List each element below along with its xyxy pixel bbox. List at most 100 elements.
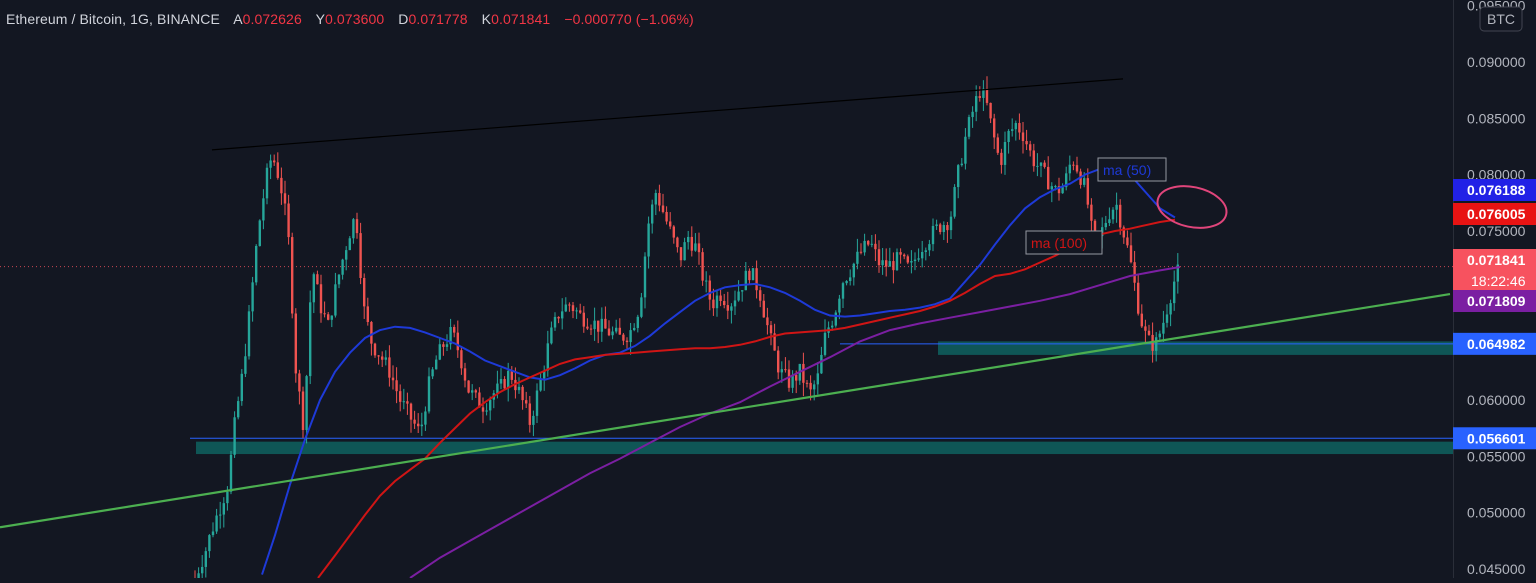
candle-body [323, 313, 326, 315]
candle-body [1165, 314, 1169, 323]
candle-body [373, 343, 377, 356]
candle-body [841, 283, 845, 299]
candle-body [1068, 164, 1071, 174]
candle-body [460, 350, 463, 369]
candle-body [755, 268, 758, 291]
candle-body [1126, 237, 1129, 246]
candle-body [1155, 337, 1158, 351]
candle-body [1032, 150, 1035, 167]
candle-body [629, 330, 632, 343]
price-label-bg [1453, 290, 1536, 312]
candle-body [489, 399, 492, 411]
candle-body [607, 328, 611, 336]
candle-body [211, 531, 215, 536]
candle-body [366, 306, 369, 322]
candle-body [1018, 123, 1021, 133]
candle-body [435, 359, 438, 370]
trendline-upper-resistance [211, 78, 1124, 151]
candle-body [975, 96, 978, 112]
candle-body [463, 368, 467, 381]
candle-body [791, 374, 794, 388]
candle-body [1158, 333, 1161, 338]
candle-body [881, 260, 884, 266]
candle-body [903, 254, 906, 257]
candle-body [1144, 326, 1147, 331]
candle-body [712, 299, 715, 309]
candle-body [1137, 282, 1140, 314]
y-tick-label: 0.090000 [1467, 54, 1526, 70]
candle-body [406, 401, 409, 404]
ma50-label: ma (50) [1097, 157, 1167, 182]
candle-body [208, 535, 211, 552]
candle-body [586, 326, 589, 329]
candle-body [816, 373, 819, 385]
low-label: D [398, 11, 409, 27]
price-label-bg [1453, 179, 1536, 201]
candle-body [535, 390, 539, 416]
candle-body [341, 259, 344, 275]
candle-body [597, 320, 600, 332]
candle-body [953, 187, 956, 217]
support-zone [938, 341, 1453, 355]
candle-body [283, 193, 287, 204]
candle-body [633, 327, 636, 331]
candle-body [899, 252, 902, 255]
candle-body [417, 423, 420, 427]
symbol-name: Ethereum / Bitcoin, 1G, BINANCE [6, 11, 220, 27]
candle-body [312, 274, 315, 303]
candle-body [863, 240, 866, 253]
candle-body [715, 295, 719, 309]
candle-body [280, 177, 283, 194]
candle-body [355, 219, 359, 234]
y-tick-label: 0.045000 [1467, 561, 1526, 577]
candle-body [467, 380, 470, 393]
candle-body [658, 193, 661, 206]
candle-body [942, 225, 945, 233]
candle-body [543, 370, 546, 379]
candle-body [1122, 227, 1125, 238]
candle-body [1043, 162, 1046, 167]
candle-body [247, 311, 251, 357]
candle-body [996, 137, 999, 153]
candle-body [1093, 220, 1097, 239]
candle-body [409, 403, 413, 420]
candle-body [683, 242, 686, 261]
candle-body [561, 311, 564, 319]
candle-body [672, 226, 675, 238]
price-label-text: 0.071841 [1467, 252, 1526, 268]
ellipse-highlight [1156, 185, 1228, 229]
candle-body [244, 356, 247, 374]
candle-body [352, 219, 355, 239]
candle-body [1086, 178, 1089, 205]
candle-body [579, 310, 582, 313]
candle-body [805, 382, 809, 384]
candle-body [478, 392, 481, 408]
close-label: K [481, 11, 492, 27]
candle-body [679, 247, 683, 261]
candle-body [431, 369, 434, 377]
price-label-timer: 18:22:46 [1471, 273, 1526, 289]
candle-body [723, 300, 726, 306]
candle-body [795, 374, 798, 381]
candle-body [391, 377, 395, 381]
candle-body [769, 325, 773, 334]
candle-body [471, 390, 474, 393]
candle-body [748, 270, 751, 281]
candle-body [237, 401, 240, 418]
price-label-bg [1453, 427, 1536, 450]
candle-body [921, 252, 924, 259]
candle-body [273, 160, 276, 163]
ma50-label-text: ma (50) [1103, 162, 1151, 178]
candle-body [496, 383, 499, 394]
candle-body [215, 515, 218, 532]
candle-body [330, 315, 333, 320]
candle-body [780, 369, 783, 373]
candle-body [802, 363, 805, 383]
candle-body [582, 312, 585, 327]
price-label-ma100: 0.076005 [1453, 203, 1536, 225]
candle-body [1061, 187, 1064, 194]
candle-body [838, 298, 841, 313]
candle-body [1025, 141, 1028, 145]
